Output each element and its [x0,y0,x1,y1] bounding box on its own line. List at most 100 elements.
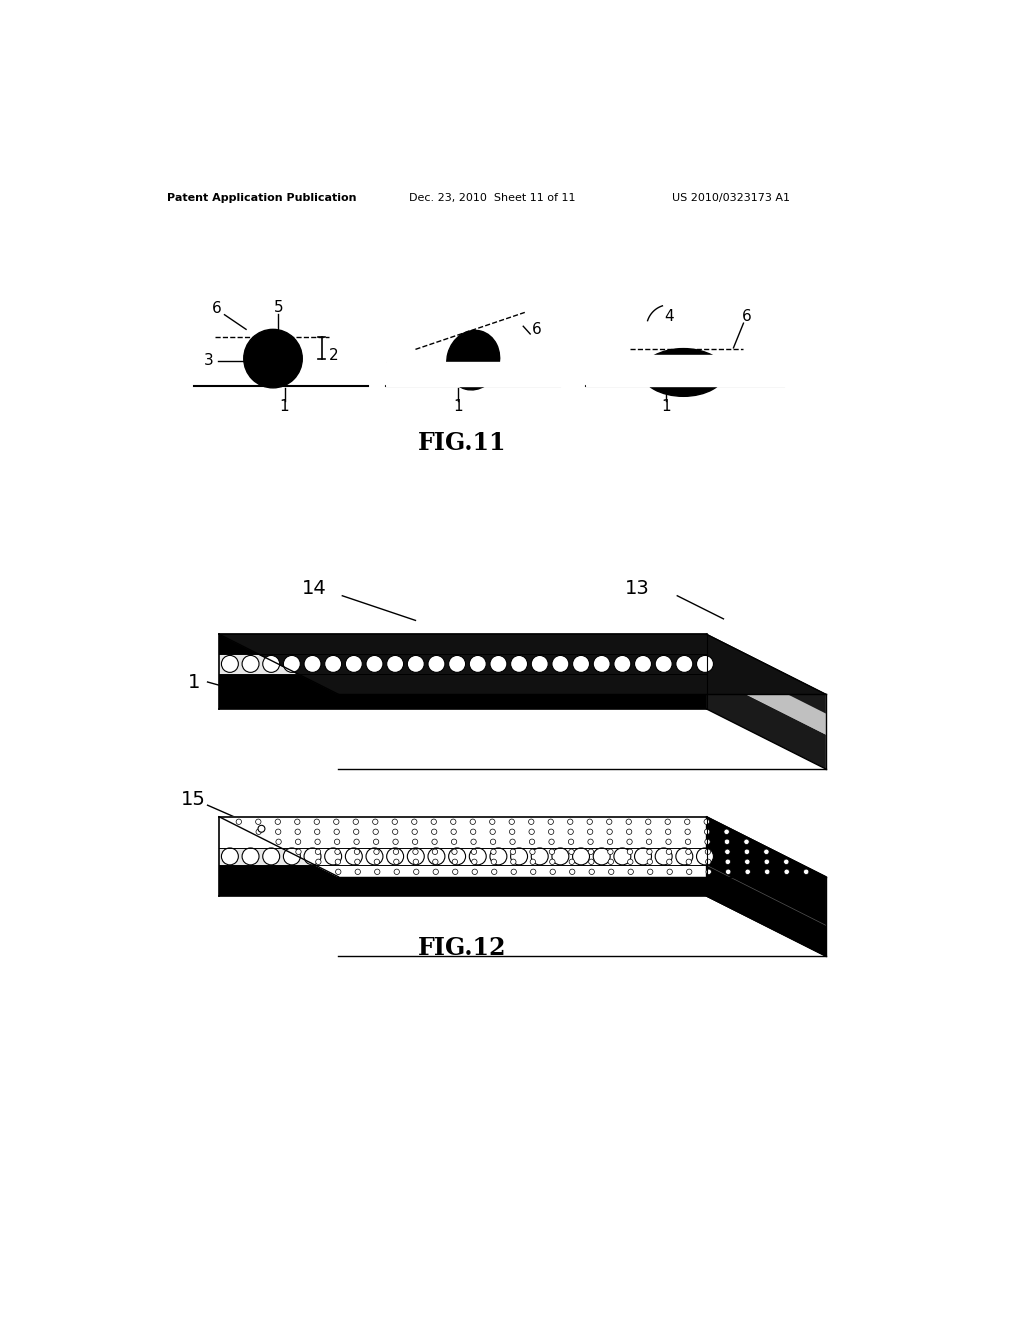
Polygon shape [219,653,707,675]
Circle shape [646,840,651,845]
Circle shape [354,859,360,865]
Circle shape [589,859,594,865]
Circle shape [413,840,418,845]
Circle shape [667,869,673,875]
Circle shape [667,859,672,865]
Circle shape [549,829,554,834]
Polygon shape [219,847,707,866]
Circle shape [764,859,769,865]
Circle shape [345,656,362,672]
Polygon shape [707,866,826,956]
Circle shape [258,825,265,832]
Circle shape [413,849,418,854]
Text: 2: 2 [329,348,339,363]
Circle shape [284,656,300,672]
Circle shape [626,818,632,825]
Circle shape [684,818,690,825]
Text: 6: 6 [531,322,542,337]
Circle shape [334,829,339,834]
Circle shape [587,818,593,825]
Circle shape [567,818,573,825]
Circle shape [353,818,358,825]
Circle shape [373,818,378,825]
Text: 6: 6 [741,309,752,323]
Circle shape [743,840,750,845]
Circle shape [490,840,496,845]
Circle shape [696,847,714,865]
Circle shape [588,840,593,845]
Circle shape [256,829,261,834]
Circle shape [325,656,342,672]
Circle shape [432,849,437,854]
Circle shape [510,840,515,845]
Circle shape [374,840,379,845]
Text: FIG.12: FIG.12 [418,936,506,960]
Circle shape [705,840,711,845]
Circle shape [221,656,239,672]
Circle shape [509,818,514,825]
Circle shape [431,818,436,825]
Text: 1: 1 [280,399,290,414]
Text: FIG.11: FIG.11 [418,432,506,455]
Circle shape [393,849,398,854]
Circle shape [387,656,403,672]
Circle shape [665,818,671,825]
Circle shape [635,847,651,865]
Circle shape [469,847,486,865]
Polygon shape [707,653,826,734]
Circle shape [568,849,574,854]
Circle shape [744,859,750,865]
Circle shape [706,849,711,854]
Circle shape [408,656,424,672]
Text: 13: 13 [625,578,649,598]
Circle shape [607,849,613,854]
Circle shape [263,656,280,672]
Circle shape [451,829,457,834]
Polygon shape [219,817,826,876]
Circle shape [655,847,672,865]
Text: 15: 15 [181,789,206,809]
Circle shape [431,829,437,834]
Circle shape [655,656,672,672]
Circle shape [529,829,535,834]
Text: 1: 1 [187,672,200,692]
Circle shape [489,829,496,834]
Circle shape [635,656,651,672]
Text: 2, 3: 2, 3 [385,360,412,375]
Circle shape [588,829,593,834]
Circle shape [676,847,693,865]
Polygon shape [219,675,707,709]
Circle shape [627,840,632,845]
Circle shape [471,840,476,845]
Circle shape [510,829,515,834]
Circle shape [569,859,574,865]
Circle shape [645,818,651,825]
Circle shape [613,847,631,865]
Circle shape [666,840,671,845]
Text: US 2010/0323173 A1: US 2010/0323173 A1 [672,194,791,203]
Circle shape [315,859,322,865]
Circle shape [725,859,730,865]
Circle shape [572,847,590,865]
Circle shape [221,847,239,865]
Circle shape [531,656,548,672]
Circle shape [335,840,340,845]
Circle shape [764,849,769,854]
Circle shape [325,847,342,865]
Circle shape [353,829,358,834]
Circle shape [531,847,548,865]
Circle shape [336,869,341,875]
Circle shape [394,869,399,875]
Circle shape [451,818,456,825]
Circle shape [510,849,516,854]
Circle shape [242,847,259,865]
Circle shape [428,656,444,672]
Circle shape [724,840,730,845]
Circle shape [304,847,321,865]
Circle shape [237,818,242,825]
Circle shape [613,656,631,672]
Circle shape [548,818,553,825]
Circle shape [569,869,574,875]
Circle shape [685,840,691,845]
Circle shape [256,818,261,825]
